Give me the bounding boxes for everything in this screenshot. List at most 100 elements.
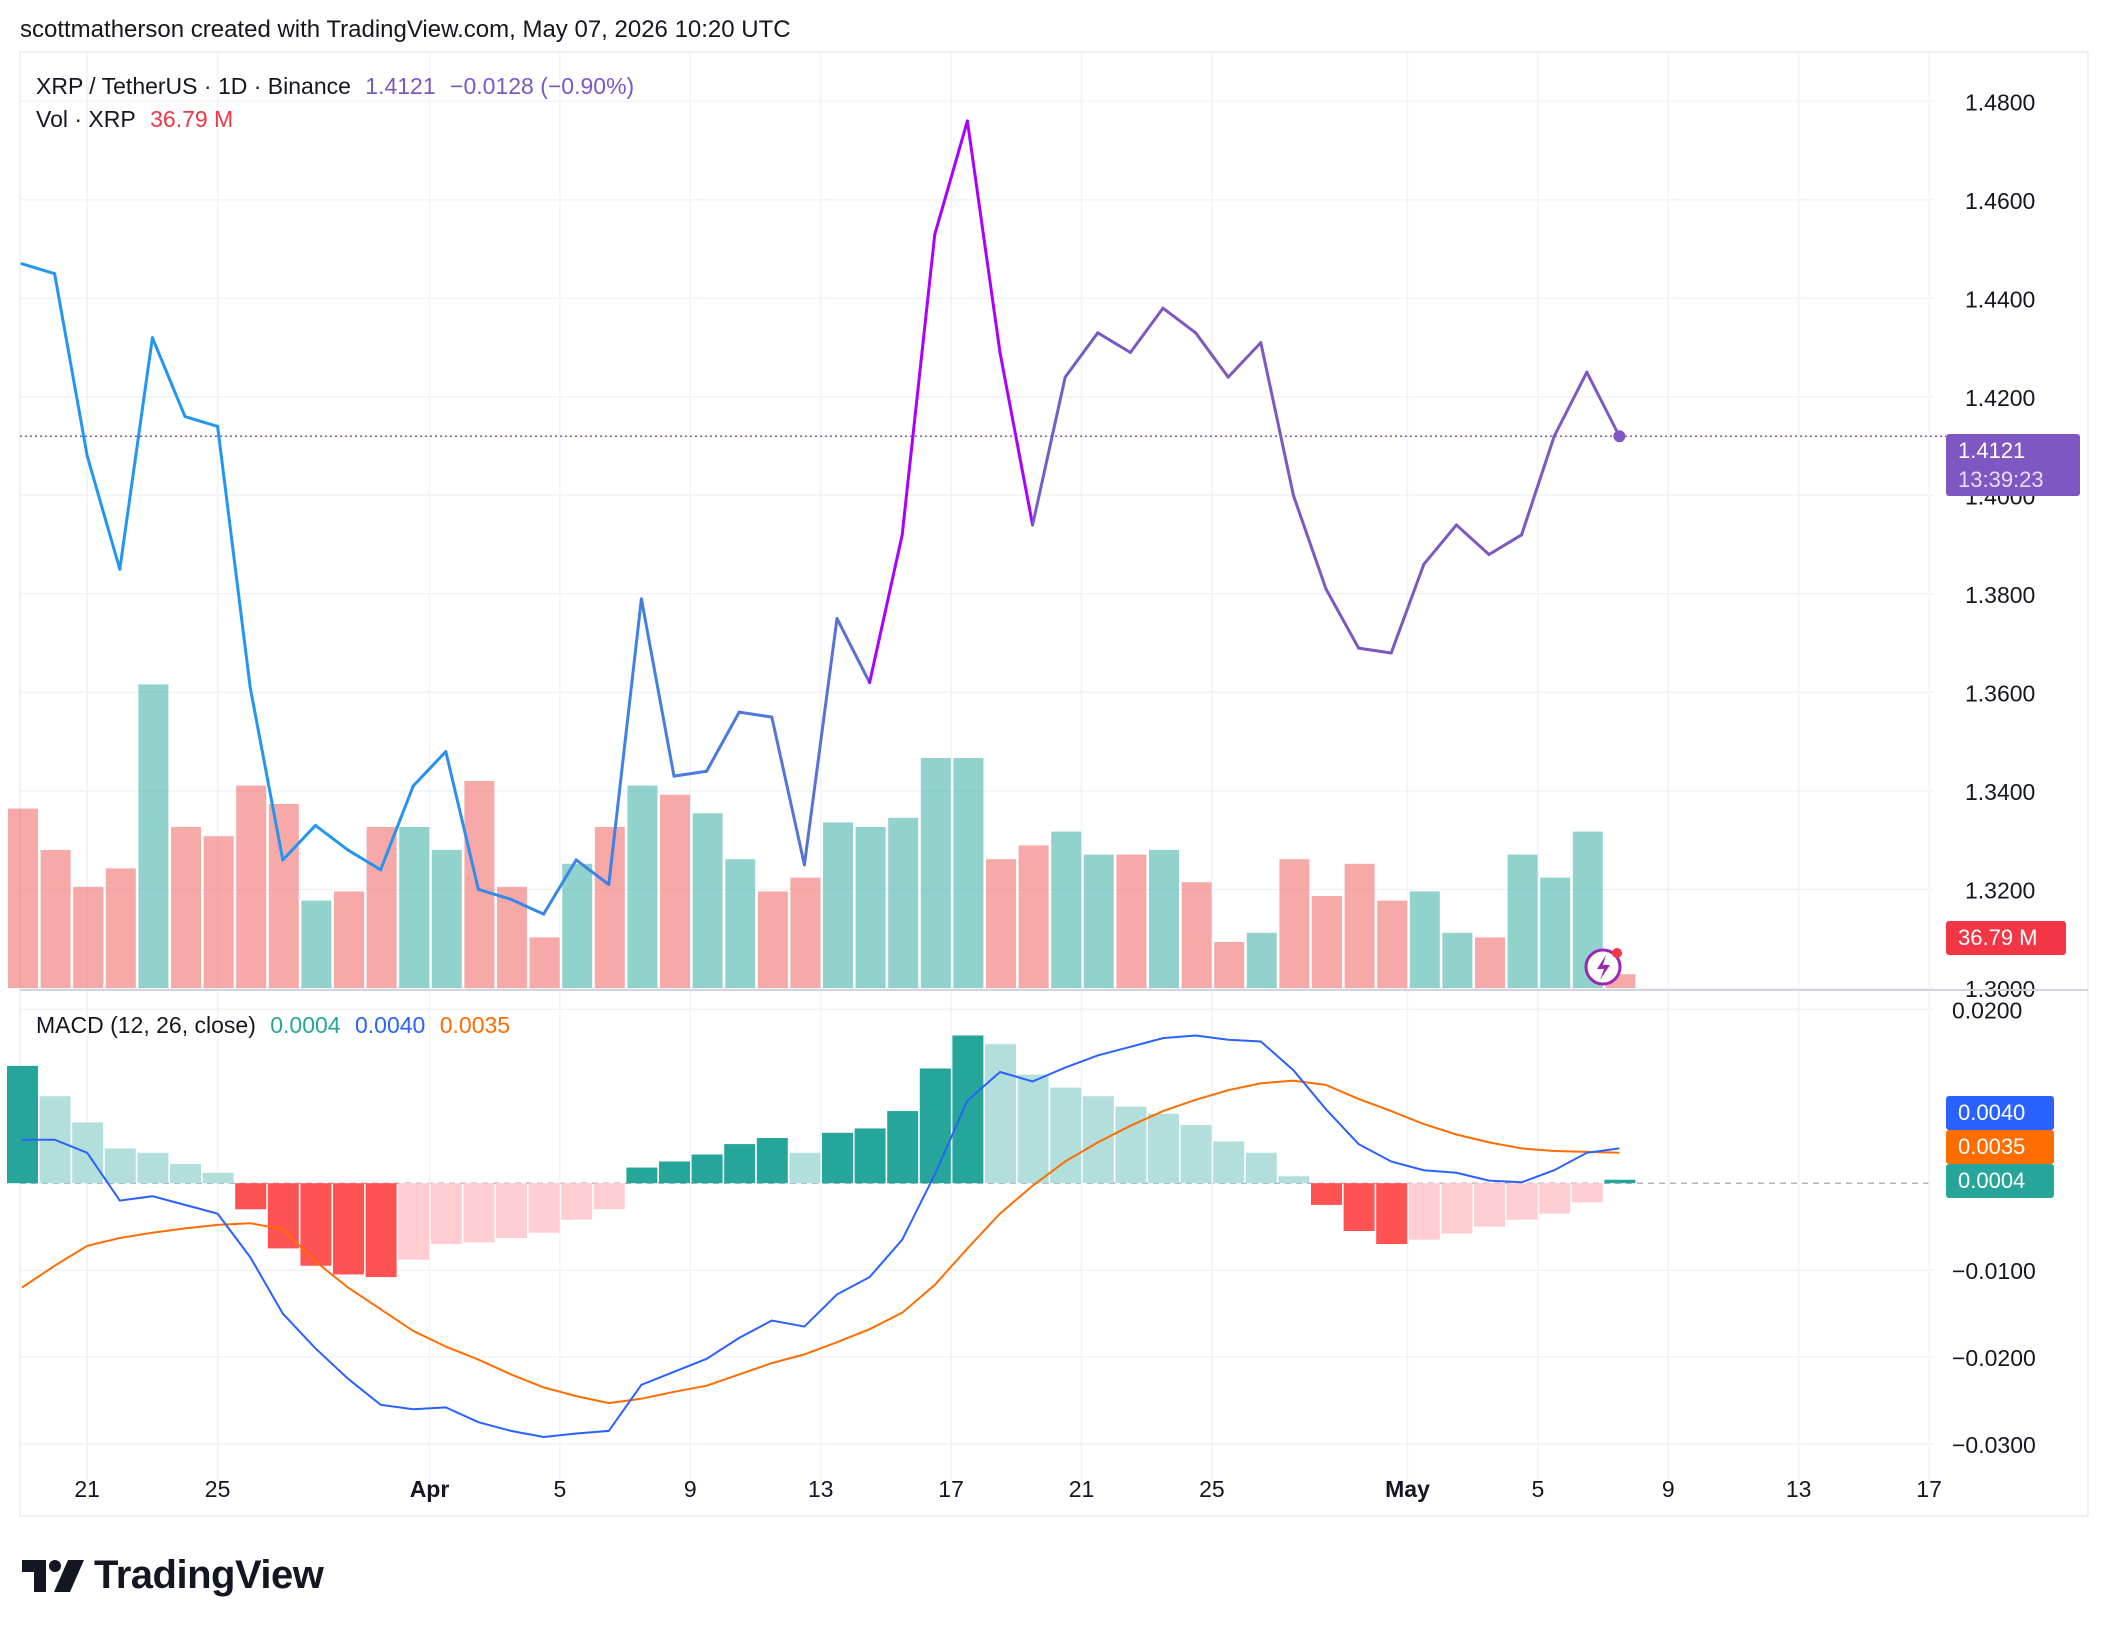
last-price-label-value: 1.4121 bbox=[1958, 438, 2026, 463]
macd-histogram-bar bbox=[1571, 1183, 1603, 1203]
macd-histogram-bar bbox=[724, 1144, 756, 1184]
price-line-segment bbox=[444, 750, 480, 891]
volume-bar bbox=[986, 859, 1016, 988]
price-line-segment bbox=[20, 262, 57, 276]
price-line-segment bbox=[542, 858, 578, 916]
symbol-title[interactable]: XRP / TetherUS · 1D · Binance bbox=[36, 73, 351, 99]
volume-bar bbox=[1116, 854, 1147, 988]
macd-tick-label: −0.0300 bbox=[1952, 1432, 2036, 1458]
volume-bar bbox=[1246, 932, 1277, 988]
macd-histogram-bar bbox=[333, 1183, 364, 1275]
macd-histogram-bar bbox=[952, 1035, 984, 1184]
volume-bar bbox=[138, 684, 169, 988]
volume-bar bbox=[268, 804, 299, 988]
macd-histogram-bar bbox=[985, 1044, 1016, 1184]
price-line-segment bbox=[835, 617, 872, 685]
price-line-segment bbox=[411, 750, 448, 788]
price-line-segment bbox=[1063, 331, 1100, 379]
macd-label[interactable]: MACD (12, 26, close) bbox=[36, 1012, 256, 1038]
volume-bar bbox=[1149, 850, 1179, 988]
price-line-segment bbox=[868, 533, 904, 685]
volume-bar bbox=[757, 891, 788, 988]
macd-histogram-bar bbox=[1115, 1106, 1147, 1184]
price-line-segment bbox=[1194, 331, 1230, 379]
price-line-segment bbox=[313, 823, 350, 852]
macd-line bbox=[22, 1034, 1620, 1439]
time-tick-label: 17 bbox=[938, 1476, 964, 1502]
volume-bar bbox=[8, 808, 38, 988]
time-tick-label: 9 bbox=[1662, 1476, 1675, 1502]
price-line-segment bbox=[802, 617, 839, 867]
macd-histogram-bar bbox=[659, 1161, 690, 1184]
last-price-label: 1.4121 13:39:23 bbox=[1946, 434, 2080, 496]
time-tick-label: 17 bbox=[1916, 1476, 1942, 1502]
volume-bar bbox=[1442, 932, 1473, 988]
time-tick-label: 13 bbox=[808, 1476, 834, 1502]
price-line-segment bbox=[1226, 341, 1263, 379]
signal-price-label: 0.0035 bbox=[1946, 1130, 2054, 1164]
macd-histogram-bar bbox=[854, 1128, 886, 1184]
tradingview-logo-icon bbox=[22, 1559, 84, 1592]
last-price-point bbox=[1613, 430, 1626, 443]
price-tick-label: 1.4200 bbox=[1965, 385, 2035, 411]
macd-histogram-bar bbox=[300, 1183, 332, 1266]
tradingview-brand-name: TradingView bbox=[94, 1553, 324, 1597]
price-series bbox=[20, 119, 1626, 916]
time-tick-label: 5 bbox=[554, 1476, 567, 1502]
volume-bar bbox=[1409, 891, 1440, 988]
volume-bar bbox=[236, 785, 267, 988]
macd-histogram-bar bbox=[170, 1164, 201, 1184]
volume-bar bbox=[301, 900, 332, 988]
price-line-segment bbox=[1259, 341, 1295, 497]
price-line-segment bbox=[1031, 375, 1067, 527]
volume-bar bbox=[40, 850, 71, 988]
price-line-segment bbox=[183, 415, 220, 428]
volume-bar bbox=[1214, 942, 1245, 988]
volume-price-label: 36.79 M bbox=[1946, 921, 2066, 955]
price-line-segment bbox=[900, 232, 937, 537]
price-line-segment bbox=[1585, 370, 1621, 438]
volume-bar bbox=[171, 827, 201, 988]
volume-bar bbox=[1475, 937, 1505, 988]
volume-bar bbox=[1344, 863, 1375, 988]
macd-histogram bbox=[7, 1035, 1636, 1278]
lightning-icon[interactable] bbox=[1584, 948, 1622, 986]
price-line-segment bbox=[1422, 523, 1458, 566]
price-line-segment bbox=[1291, 493, 1328, 591]
volume-bar bbox=[73, 886, 104, 988]
macd-histogram-bar bbox=[430, 1183, 462, 1245]
volume-bar bbox=[1051, 831, 1082, 988]
price-tick-label: 1.4800 bbox=[1965, 89, 2035, 115]
macd-histogram-bar bbox=[1311, 1183, 1342, 1205]
price-legend: XRP / TetherUS · 1D · Binance 1.4121 −0.… bbox=[36, 73, 642, 100]
volume-bar bbox=[855, 827, 886, 988]
price-line-segment bbox=[639, 597, 676, 778]
price-tick-label: 1.3600 bbox=[1965, 680, 2035, 706]
macd-histogram-bar bbox=[1213, 1141, 1245, 1184]
volume-bar bbox=[1018, 845, 1049, 988]
price-line-segment bbox=[509, 897, 546, 916]
macd-histogram-bar bbox=[822, 1132, 853, 1184]
price-line-segment bbox=[607, 597, 643, 887]
price-line-segment bbox=[85, 454, 122, 571]
price-line-segment bbox=[1357, 646, 1393, 655]
signal-line bbox=[21, 1079, 1620, 1405]
volume-bar bbox=[627, 785, 658, 988]
time-tick-label: 21 bbox=[1069, 1476, 1095, 1502]
volume-label[interactable]: Vol · XRP bbox=[36, 106, 136, 132]
price-line-segment bbox=[150, 336, 187, 419]
time-tick-label: Apr bbox=[410, 1476, 450, 1502]
time-tick-label: 25 bbox=[205, 1476, 231, 1502]
macd-histogram-bar bbox=[1506, 1183, 1538, 1220]
price-line-segment bbox=[737, 710, 774, 719]
price-line-segment bbox=[705, 710, 741, 773]
price-line-segment bbox=[216, 424, 252, 689]
price-line-segment bbox=[1454, 523, 1491, 556]
volume-bar bbox=[366, 827, 397, 988]
price-line-segment bbox=[1389, 562, 1426, 655]
volume-bar bbox=[1540, 877, 1571, 988]
volume-bar bbox=[529, 937, 560, 988]
tradingview-logo[interactable]: TradingView bbox=[22, 1553, 324, 1598]
macd-histogram-bar bbox=[887, 1111, 919, 1184]
